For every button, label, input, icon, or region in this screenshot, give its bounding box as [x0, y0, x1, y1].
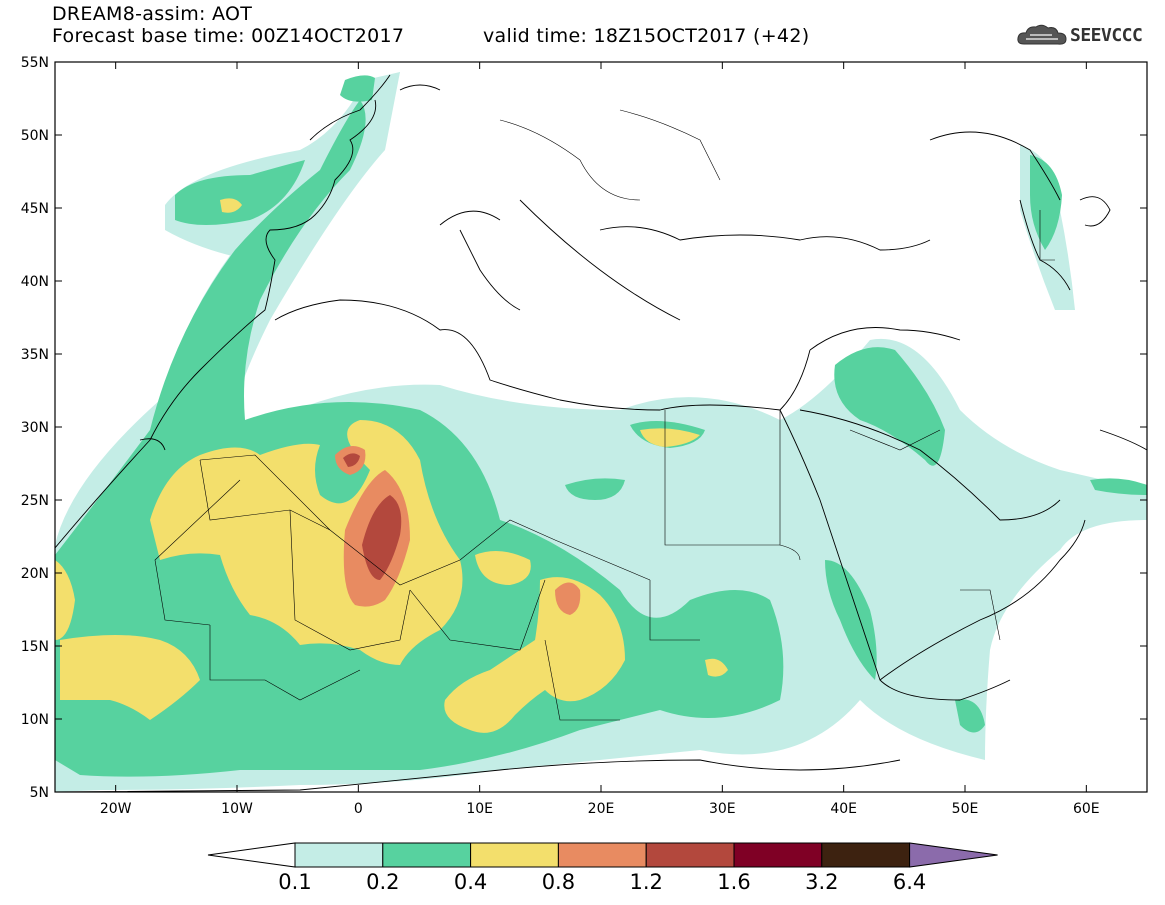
colorbar-label: 0.8 — [542, 870, 575, 894]
lon-tick-label: 20W — [100, 801, 132, 817]
colorbar-label: 0.4 — [454, 870, 487, 894]
lat-tick-label: 5N — [30, 785, 49, 801]
colorbar-label: 1.6 — [717, 870, 750, 894]
forecast-base-time: Forecast base time: 00Z14OCT2017 — [52, 25, 405, 47]
lon-tick-label: 40E — [830, 801, 857, 817]
colorbar-label: 6.4 — [893, 870, 926, 894]
colorbar-swatch — [470, 842, 559, 868]
colorbar-label: 0.1 — [278, 870, 311, 894]
country-borders — [154, 109, 1055, 721]
colorbar-swatch — [733, 842, 823, 868]
lat-tick-label: 35N — [21, 347, 49, 363]
colorbar-swatch — [382, 842, 472, 868]
colorbar-swatch — [821, 842, 911, 868]
lon-tick-label: 50E — [952, 801, 979, 817]
lon-tick-label: 0 — [354, 801, 363, 817]
lon-tick-label: 30E — [709, 801, 736, 817]
lat-tick-label: 10N — [21, 712, 49, 728]
lon-tick-label: 20E — [588, 801, 615, 817]
valid-time: valid time: 18Z15OCT2017 (+42) — [483, 25, 810, 47]
lat-tick-label: 30N — [21, 420, 49, 436]
longitude-ticks: 20W 10W 0 10E 20E 30E 40E 50E 60E — [100, 62, 1100, 817]
colorbar-swatch — [557, 842, 647, 868]
aot-field — [55, 72, 1147, 792]
colorbar-high-arrow — [909, 842, 998, 868]
colorbar-label: 0.2 — [366, 870, 399, 894]
lon-tick-label: 10W — [221, 801, 253, 817]
logo-text: SEEVCCC — [1070, 24, 1143, 46]
lat-tick-label: 15N — [21, 639, 49, 655]
colorbar-label: 3.2 — [805, 870, 838, 894]
colorbar: 0.1 0.2 0.4 0.8 1.2 1.6 3.2 6.4 — [207, 842, 998, 894]
colorbar-low-arrow — [207, 842, 296, 868]
map-title: DREAM8-assim: AOT — [52, 3, 253, 25]
lat-tick-label: 25N — [21, 493, 49, 509]
lat-tick-label: 55N — [21, 55, 49, 71]
lon-tick-label: 10E — [466, 801, 493, 817]
colorbar-swatch — [645, 842, 735, 868]
colorbar-swatch — [294, 842, 384, 868]
lat-tick-label: 20N — [21, 566, 49, 582]
latitude-ticks: 55N 50N 45N 40N 35N 30N 25N 20N 15N 10N 5N — [21, 55, 1147, 801]
cloud-icon — [1017, 24, 1067, 45]
seevccc-logo: SEEVCCC — [1016, 22, 1143, 48]
lat-tick-label: 45N — [21, 201, 49, 217]
colorbar-label: 1.2 — [629, 870, 662, 894]
lat-tick-label: 50N — [21, 128, 49, 144]
lon-tick-label: 60E — [1073, 801, 1100, 817]
lat-tick-label: 40N — [21, 274, 49, 290]
